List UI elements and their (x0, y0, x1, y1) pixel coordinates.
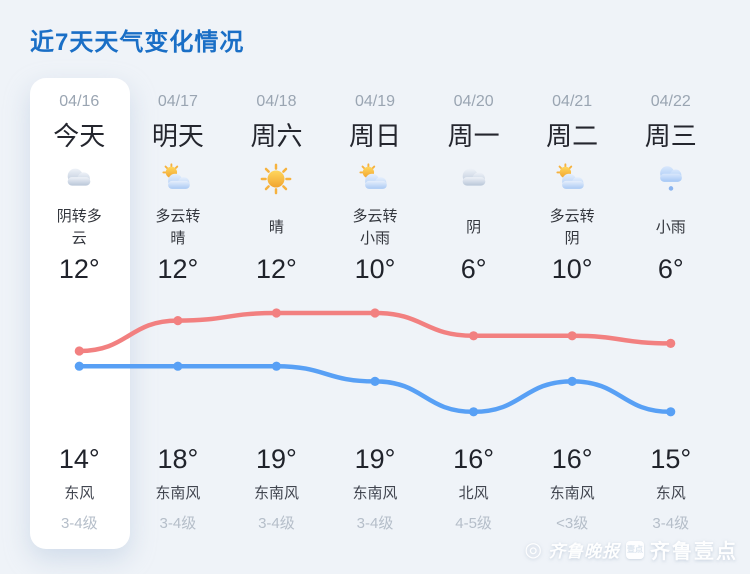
weather-desc: 小雨 (655, 219, 686, 236)
temp-top: 10° (354, 254, 396, 284)
day-label: 周六 (250, 121, 303, 151)
temp-top: 6° (657, 254, 684, 284)
sunny-icon (257, 160, 295, 198)
weather-desc: 晴 (268, 219, 284, 236)
date-label: 04/17 (157, 93, 198, 110)
temp-bottom: 16° (453, 444, 495, 474)
watermark: ◎ 齐鲁晚报 壹点 齐鲁壹点 (525, 535, 738, 564)
forecast-column[interactable]: 04/16 今天 阴转多云 12° 14° 东风 3-4级 (30, 78, 129, 534)
wind-direction: 东风 (64, 485, 95, 502)
wind-level: 3-4级 (652, 515, 690, 532)
weather-desc: 多云转小雨 (352, 208, 398, 247)
temp-bottom: 19° (354, 444, 396, 474)
partly-cloudy-icon (356, 160, 394, 198)
temp-top: 10° (551, 254, 593, 284)
wind-level: 4-5级 (455, 515, 492, 532)
day-label: 周二 (546, 121, 599, 151)
wind-direction: 东南风 (253, 485, 299, 502)
temp-bottom: 18° (157, 444, 199, 474)
temp-top: 12° (157, 254, 199, 284)
light-rain-icon (652, 160, 690, 198)
temp-bottom: 15° (650, 444, 692, 474)
weather-desc: 多云转阴 (549, 208, 595, 247)
wind-direction: 东南风 (549, 485, 595, 502)
day-label: 明天 (151, 121, 204, 151)
date-label: 04/22 (650, 93, 691, 110)
wind-direction: 东风 (655, 485, 686, 502)
qilu-logo-icon: ◎ (524, 539, 542, 561)
watermark-brand-script: 齐鲁晚报 (548, 542, 620, 561)
temp-top: 6° (460, 254, 487, 284)
page-title: 近7天天气变化情况 (30, 29, 245, 56)
wind-level: 3-4级 (60, 515, 98, 532)
date-label: 04/16 (59, 93, 100, 110)
date-label: 04/21 (552, 93, 593, 110)
cloudy-icon (60, 160, 98, 198)
wind-direction: 东南风 (352, 485, 398, 502)
wind-level: 3-4级 (159, 515, 197, 532)
forecast-column[interactable]: 04/17 明天 多云转晴 12° 18° 东南风 3-4级 (129, 78, 228, 534)
forecast-column[interactable]: 04/20 周一 阴 6° 16° 北风 4-5级 (424, 78, 523, 534)
date-label: 04/18 (256, 93, 297, 110)
partly-cloudy-icon (159, 160, 197, 198)
forecast-column[interactable]: 04/18 周六 晴 12° 19° 东南风 3-4级 (227, 78, 326, 534)
temp-top: 12° (58, 254, 100, 284)
day-label: 周三 (644, 121, 697, 151)
weather-desc: 阴 (466, 219, 482, 236)
wind-level: <3级 (556, 515, 589, 532)
yidian-badge-icon: 壹点 (626, 540, 644, 559)
temp-bottom: 19° (256, 444, 297, 474)
forecast-column[interactable]: 04/19 周日 多云转小雨 10° 19° 东南风 3-4级 (326, 78, 425, 534)
temp-bottom: 16° (551, 444, 593, 474)
watermark-brand-name: 齐鲁壹点 (650, 541, 738, 563)
day-label: 周一 (447, 121, 500, 151)
wind-level: 3-4级 (356, 515, 394, 532)
day-label: 今天 (53, 121, 106, 151)
temp-top: 12° (256, 254, 297, 284)
date-label: 04/19 (355, 93, 396, 110)
date-label: 04/20 (453, 93, 494, 110)
partly-cloudy-icon (553, 160, 591, 198)
cloudy-icon (455, 160, 493, 198)
day-label: 周日 (349, 121, 402, 151)
forecast-column[interactable]: 04/21 周二 多云转阴 10° 16° 东南风 <3级 (523, 78, 622, 534)
wind-direction: 北风 (458, 485, 489, 502)
weather-desc: 阴转多云 (56, 208, 102, 247)
wind-direction: 东南风 (155, 485, 201, 502)
temp-bottom: 14° (58, 444, 100, 474)
weather-desc: 多云转晴 (155, 208, 201, 247)
wind-level: 3-4级 (258, 515, 295, 532)
forecast-column[interactable]: 04/22 周三 小雨 6° 15° 东风 3-4级 (621, 78, 720, 534)
forecast-columns: 04/16 今天 阴转多云 12° 14° 东风 3-4级 04/17 明天 多… (30, 78, 720, 534)
